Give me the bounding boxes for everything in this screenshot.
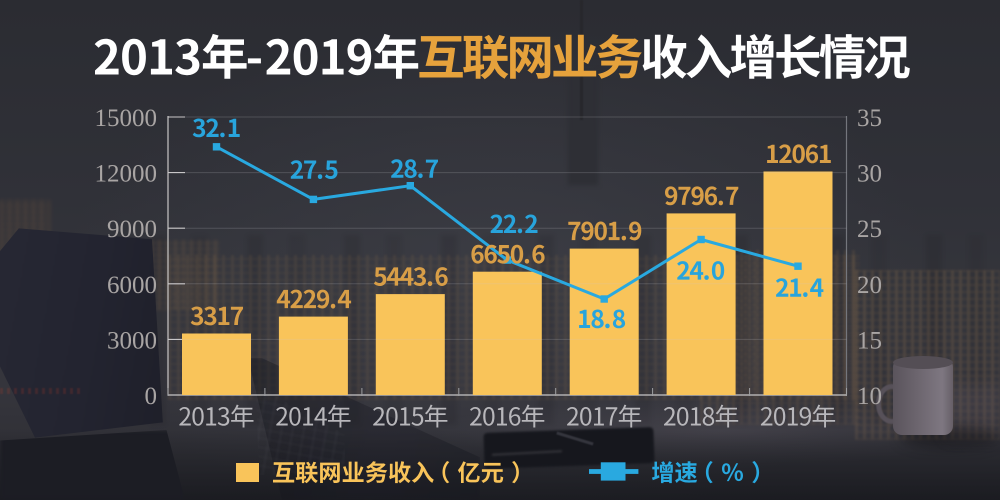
svg-text:12000: 12000: [95, 161, 158, 188]
svg-text:20: 20: [857, 272, 882, 299]
svg-text:30: 30: [857, 161, 882, 188]
svg-text:10: 10: [857, 383, 882, 410]
svg-text:3000: 3000: [107, 327, 157, 354]
svg-text:35: 35: [857, 105, 882, 132]
svg-text:9000: 9000: [107, 216, 157, 243]
svg-text:0: 0: [145, 383, 158, 410]
svg-text:6000: 6000: [107, 272, 157, 299]
svg-text:15000: 15000: [95, 105, 158, 132]
svg-text:25: 25: [857, 216, 882, 243]
svg-text:15: 15: [857, 327, 882, 354]
